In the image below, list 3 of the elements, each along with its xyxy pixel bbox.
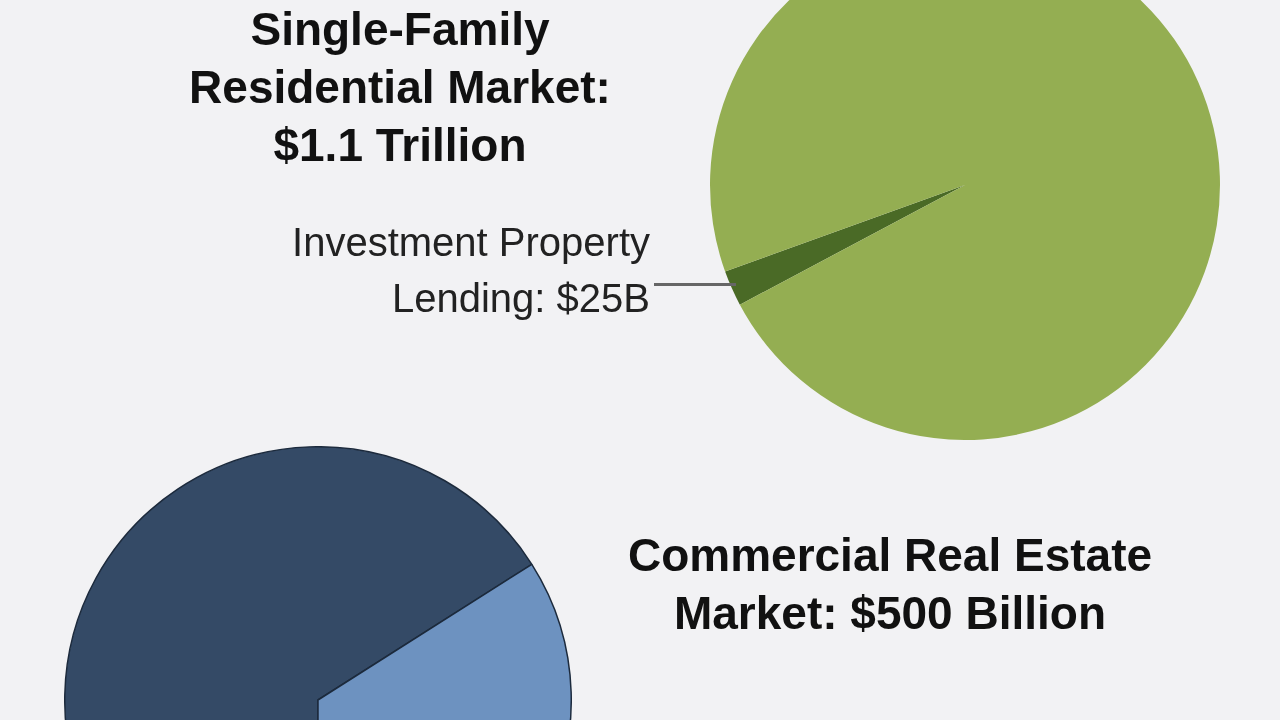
text: Commercial Real Estate Market: $500 Billion: [626, 528, 1154, 641]
text: Single-Family Residential Market: $1.1 Trillion: [188, 2, 612, 173]
slice-label: Investment Property Lending: $25B: [291, 219, 650, 322]
